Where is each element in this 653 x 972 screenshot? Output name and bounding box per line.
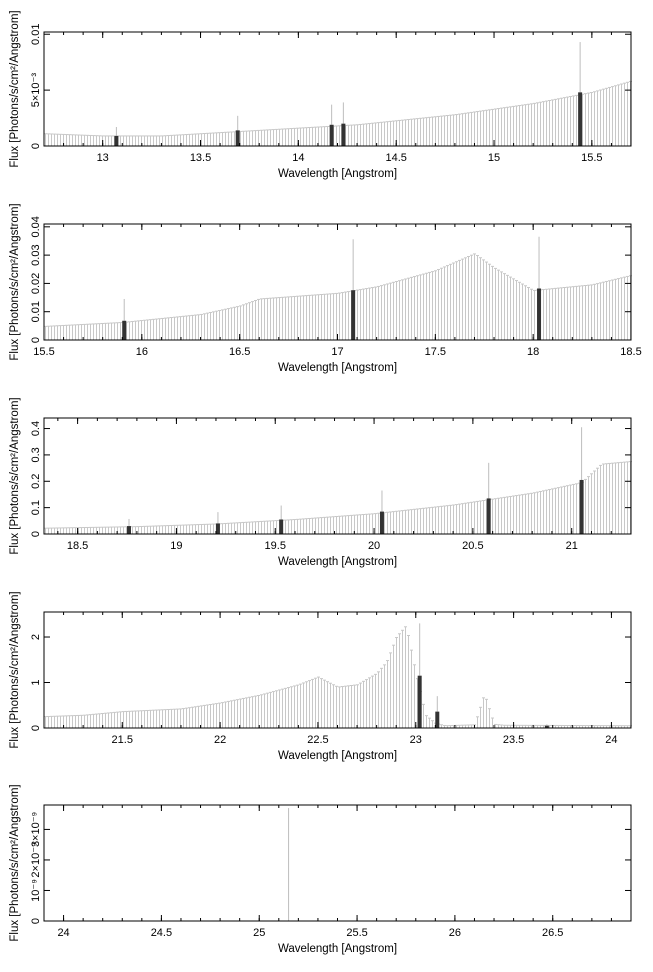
x-tick-label: 24 — [605, 734, 617, 746]
x-tick-label: 25.5 — [346, 927, 367, 939]
y-tick-label: 5×10⁻³ — [30, 73, 42, 108]
y-tick-label: 0 — [30, 143, 42, 149]
y-tick-label: 1 — [30, 679, 42, 685]
emission-line-bar — [351, 290, 356, 340]
emission-line-bar — [578, 92, 583, 146]
continuum-series — [44, 461, 632, 534]
emission-line-bar — [544, 725, 549, 728]
x-tick-label: 19 — [170, 540, 182, 552]
emission-line-bar — [486, 498, 491, 534]
y-axis-title: Flux [Photons/s/cm²/Angstrom] — [9, 397, 21, 554]
y-tick-label: 0.02 — [30, 273, 42, 294]
y-tick-label: 0.01 — [30, 24, 42, 45]
emission-line-bar — [537, 288, 542, 340]
emission-line-bar — [122, 320, 127, 340]
emission-line-bar — [279, 519, 284, 534]
x-tick-label: 15.5 — [33, 346, 54, 358]
x-axis-title: Wavelength [Angstrom] — [278, 943, 397, 955]
y-axis-title: Flux [Photons/s/cm²/Angstrom] — [9, 591, 21, 748]
x-tick-label: 19.5 — [265, 540, 286, 552]
x-tick-label: 23.5 — [503, 734, 524, 746]
x-tick-label: 24.5 — [151, 927, 172, 939]
emission-line-bar — [235, 130, 240, 146]
x-axis-title: Wavelength [Angstrom] — [278, 556, 397, 568]
x-tick-label: 25 — [253, 927, 265, 939]
y-tick-label: 2×10⁻⁹ — [30, 842, 42, 877]
emission-line-bar — [114, 135, 119, 146]
chart-panel-1: 13 13.5 14 14.5 15 15.5 0 5×10⁻³ 0.01 Wavelength … — [9, 10, 632, 180]
x-tick-label: 15 — [488, 152, 500, 164]
y-axis-title: Flux [Photons/s/cm²/Angstrom] — [9, 10, 21, 167]
x-tick-label: 14.5 — [385, 152, 406, 164]
x-axis-title: Wavelength [Angstrom] — [278, 168, 397, 180]
emission-line-bar — [126, 526, 131, 534]
y-tick-label: 0 — [30, 337, 42, 343]
x-tick-label: 24 — [57, 927, 69, 939]
continuum-series — [44, 80, 632, 146]
y-tick-label: 0.2 — [30, 474, 42, 489]
chart-panel-5: 24 24.5 25 25.5 26 26.5 0 10⁻⁹ 2×10⁻⁹3×10⁻⁹ Wavel… — [9, 784, 632, 955]
x-tick-label: 14 — [292, 152, 304, 164]
emission-line-bar — [329, 124, 334, 146]
emission-line-bar — [215, 523, 220, 534]
x-tick-label: 26.5 — [542, 927, 563, 939]
y-tick-label: 3×10⁻⁹ — [30, 812, 42, 847]
x-tick-label: 26 — [449, 927, 461, 939]
x-tick-label: 17 — [331, 346, 343, 358]
x-axis-title: Wavelength [Angstrom] — [278, 750, 397, 762]
y-tick-label: 0 — [30, 531, 42, 537]
emission-line-bar — [579, 479, 584, 534]
plot-frame — [43, 611, 632, 729]
y-tick-label: 0 — [30, 725, 42, 731]
x-tick-label: 20 — [368, 540, 380, 552]
y-tick-label: 0 — [30, 918, 42, 924]
chart-panel-3: 18.5 19 19.5 20 20.5 21 0 0.1 0.2 0.3 0.4 Wavelengt… — [9, 397, 632, 568]
plot-frame — [43, 31, 632, 147]
x-tick-label: 15.5 — [581, 152, 602, 164]
x-tick-label: 18 — [527, 346, 539, 358]
emission-line-bar — [379, 511, 384, 534]
y-tick-label: 0.3 — [30, 447, 42, 462]
y-tick-label: 0.04 — [30, 216, 42, 237]
plot-frame — [43, 417, 632, 535]
x-tick-label: 18.5 — [620, 346, 641, 358]
chart-panel-2: 15.5 16 16.5 17 17.5 18 18.5 0 0.01 0.02 0.03 0.04 W… — [9, 203, 642, 374]
y-axis-title: Flux [Photons/s/cm²/Angstrom] — [9, 203, 21, 360]
x-axis-title: Wavelength [Angstrom] — [278, 362, 397, 374]
y-tick-label: 2 — [30, 634, 42, 640]
plot-frame — [43, 804, 632, 922]
continuum-series — [44, 626, 632, 728]
x-tick-label: 22 — [214, 734, 226, 746]
y-tick-label: 0.4 — [30, 421, 42, 436]
emission-line-bar — [341, 123, 346, 146]
x-tick-label: 22.5 — [307, 734, 328, 746]
x-tick-label: 23 — [410, 734, 422, 746]
y-axis-title: Flux [Photons/s/cm²/Angstrom] — [9, 784, 21, 941]
x-tick-label: 20.5 — [462, 540, 483, 552]
y-tick-label: 0.03 — [30, 244, 42, 265]
y-tick-label: 10⁻⁹ — [30, 879, 42, 902]
x-tick-label: 16 — [136, 346, 148, 358]
x-tick-label: 17.5 — [425, 346, 446, 358]
y-tick-label: 0.1 — [30, 500, 42, 515]
continuum-series — [44, 253, 632, 340]
x-tick-label: 18.5 — [67, 540, 88, 552]
chart-panel-4: 21.5 22 22.5 23 23.5 24 0 1 2 Wavelength [Angstro… — [9, 591, 632, 762]
x-tick-label: 13.5 — [190, 152, 211, 164]
emission-line-bar — [435, 711, 440, 728]
x-tick-label: 21 — [566, 540, 578, 552]
emission-line-bar — [417, 675, 422, 728]
x-tick-label: 16.5 — [229, 346, 250, 358]
x-tick-label: 13 — [97, 152, 109, 164]
x-tick-label: 21.5 — [112, 734, 133, 746]
y-tick-label: 0.01 — [30, 301, 42, 322]
